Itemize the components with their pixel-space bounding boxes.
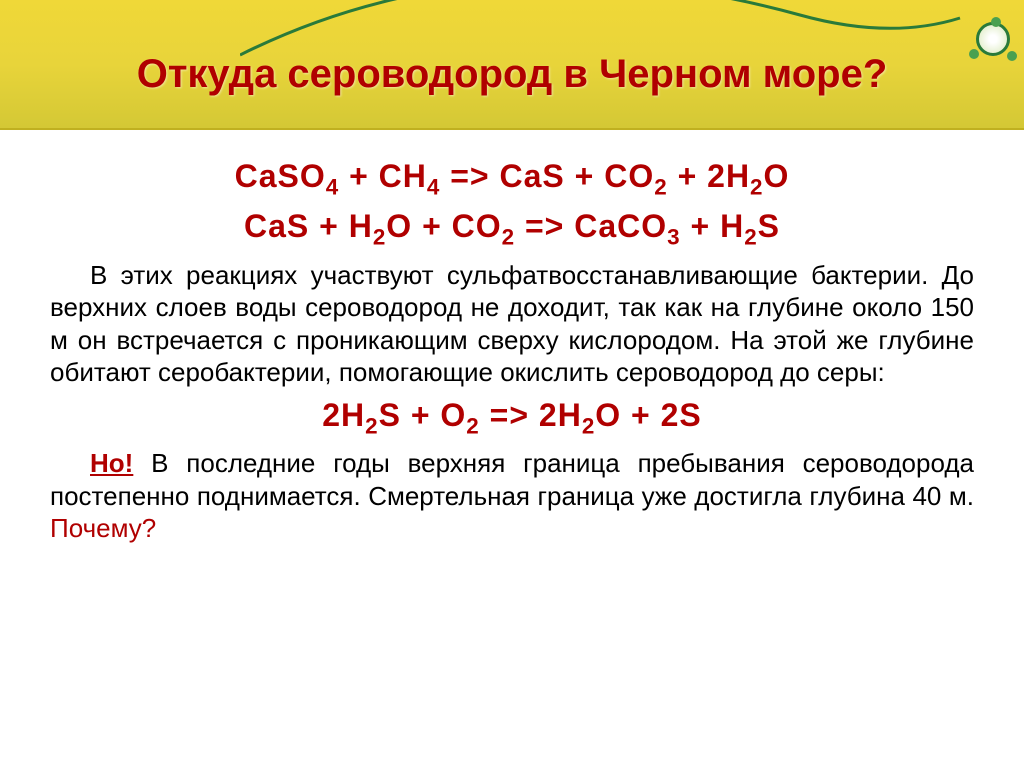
emphasis-no: Но! bbox=[90, 448, 133, 478]
paragraph-1: В этих реакциях участвуют сульфатвосстан… bbox=[50, 259, 974, 389]
slide-header: Откуда сероводород в Черном море? bbox=[0, 0, 1024, 130]
emphasis-why: Почему? bbox=[50, 513, 156, 543]
slide-title: Откуда сероводород в Черном море? bbox=[137, 52, 888, 97]
paragraph-2: Но! В последние годы верхняя граница пре… bbox=[50, 447, 974, 545]
equation-1: CaSO4 + CH4 => CaS + CO2 + 2H2O bbox=[50, 158, 974, 200]
equation-3: 2H2S + O2 => 2H2O + 2S bbox=[50, 397, 974, 439]
equation-2: CaS + H2O + CO2 => CaCO3 + H2S bbox=[50, 208, 974, 250]
slide-content: CaSO4 + CH4 => CaS + CO2 + 2H2O CaS + H2… bbox=[0, 130, 1024, 767]
decorative-ornament bbox=[976, 22, 1010, 56]
